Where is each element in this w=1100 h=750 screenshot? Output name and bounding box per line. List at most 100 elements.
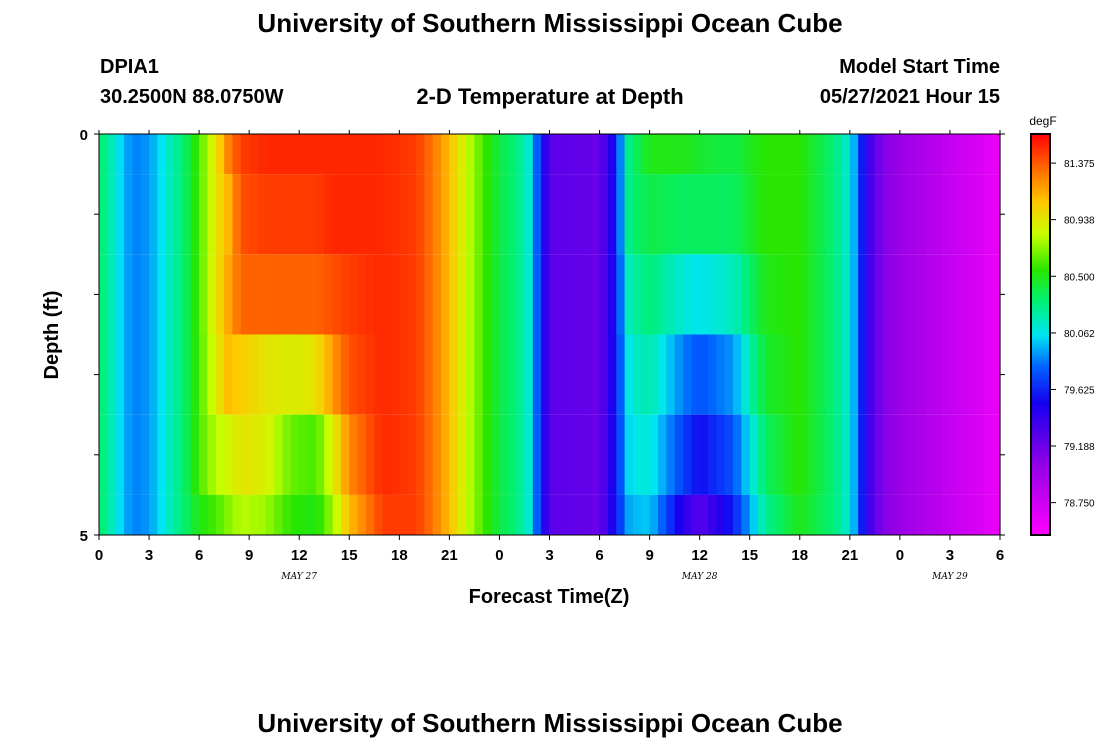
heatmap-cell	[749, 414, 759, 495]
heatmap-cell	[974, 334, 984, 415]
heatmap-cell	[916, 414, 926, 495]
heatmap-cell	[566, 174, 576, 255]
heatmap-cell	[991, 494, 1001, 535]
heatmap-cell	[365, 134, 375, 175]
heatmap-cell	[974, 134, 984, 175]
heatmap-cell	[307, 134, 317, 175]
heatmap-cell	[516, 134, 526, 175]
heatmap-cell	[399, 174, 409, 255]
heatmap-cell	[524, 334, 534, 415]
heatmap-cell	[299, 494, 309, 535]
heatmap-cell	[582, 334, 592, 415]
heatmap-cell	[324, 174, 334, 255]
colorbar	[1030, 133, 1051, 536]
heatmap-cell	[340, 494, 350, 535]
heatmap-cell	[791, 414, 801, 495]
heatmap-cell	[232, 134, 242, 175]
heatmap-cell	[407, 254, 417, 335]
heatmap-cell	[165, 334, 175, 415]
heatmap-cell	[265, 494, 275, 535]
depth-layer	[99, 254, 1001, 335]
heatmap-cell	[174, 414, 184, 495]
heatmap-cell	[357, 334, 367, 415]
heatmap-cell	[841, 334, 851, 415]
heatmap-cell	[574, 134, 584, 175]
heatmap-cell	[674, 414, 684, 495]
heatmap-cell	[532, 254, 542, 335]
heatmap-cell	[966, 414, 976, 495]
heatmap-cell	[374, 334, 384, 415]
heatmap-cell	[758, 134, 767, 175]
heatmap-cell	[165, 414, 175, 495]
heatmap-cell	[733, 494, 742, 535]
heatmap-cell	[657, 134, 667, 175]
x-tick-label: 0	[495, 547, 503, 564]
heatmap-cell	[716, 414, 726, 495]
heatmap-cell	[758, 174, 767, 255]
heatmap-cell	[891, 134, 901, 175]
heatmap-cell	[307, 494, 317, 535]
heatmap-cell	[182, 254, 192, 335]
heatmap-cell	[282, 174, 292, 255]
heatmap-cell	[299, 174, 309, 255]
heatmap-cell	[516, 254, 526, 335]
heatmap-cell	[816, 174, 826, 255]
heatmap-cell	[240, 254, 250, 335]
heatmap-cell	[124, 414, 133, 495]
heatmap-cell	[157, 414, 167, 495]
heatmap-cell	[574, 254, 584, 335]
depth-layer	[99, 414, 1001, 495]
heatmap-cell	[482, 254, 492, 335]
heatmap-cell	[649, 494, 659, 535]
heatmap-cell	[365, 494, 375, 535]
heatmap-cell	[107, 254, 117, 335]
heatmap-cell	[841, 414, 851, 495]
heatmap-cell	[632, 334, 642, 415]
x-axis-ticks: 0 3 6 9 12 15 18 21 0 3 6 9 12 15 18 21 0 3 6	[95, 130, 1004, 564]
heatmap-cell	[991, 254, 1001, 335]
colorbar-tick-label: 80.938	[1064, 216, 1095, 227]
heatmap-cell	[274, 254, 284, 335]
heatmap-cell	[883, 494, 893, 535]
heatmap-cell	[649, 134, 659, 175]
heatmap-cell	[174, 174, 184, 255]
heatmap-cell	[949, 334, 959, 415]
heatmap-cell	[365, 414, 375, 495]
heatmap-cell	[474, 494, 484, 535]
heatmap-cell	[140, 414, 150, 495]
heatmap-cell	[849, 174, 859, 255]
heatmap-cell	[466, 334, 476, 415]
heatmap-cell	[307, 414, 317, 495]
heatmap-cell	[791, 254, 801, 335]
heatmap-cell	[340, 174, 350, 255]
heatmap-cell	[499, 254, 509, 335]
x-tick-label: 12	[691, 547, 708, 564]
heatmap-cell	[924, 174, 934, 255]
heatmap-cell	[899, 174, 909, 255]
heatmap-cell	[716, 134, 726, 175]
heatmap-cell	[866, 134, 876, 175]
heatmap-cell	[257, 254, 267, 335]
heatmap-cell	[632, 414, 642, 495]
heatmap-cell	[916, 254, 926, 335]
heatmap-cell	[274, 494, 284, 535]
heatmap-cell	[733, 334, 742, 415]
heatmap-cell	[424, 414, 434, 495]
heatmap-cell	[841, 174, 851, 255]
heatmap-cell	[924, 494, 934, 535]
heatmap-cell	[349, 174, 359, 255]
heatmap-cell	[941, 334, 951, 415]
heatmap-cell	[482, 494, 492, 535]
heatmap-cell	[833, 134, 843, 175]
heatmap-cell	[174, 334, 184, 415]
x-tick-label: 9	[645, 547, 653, 564]
heatmap-cell	[758, 254, 767, 335]
heatmap-cell	[958, 414, 968, 495]
heatmap-cell	[657, 414, 667, 495]
heatmap-cell	[607, 134, 617, 175]
heatmap-cell	[824, 414, 834, 495]
heatmap-cell	[649, 254, 659, 335]
heatmap-cell	[657, 334, 667, 415]
heatmap-cell	[124, 334, 133, 415]
heatmap-cell	[582, 134, 592, 175]
